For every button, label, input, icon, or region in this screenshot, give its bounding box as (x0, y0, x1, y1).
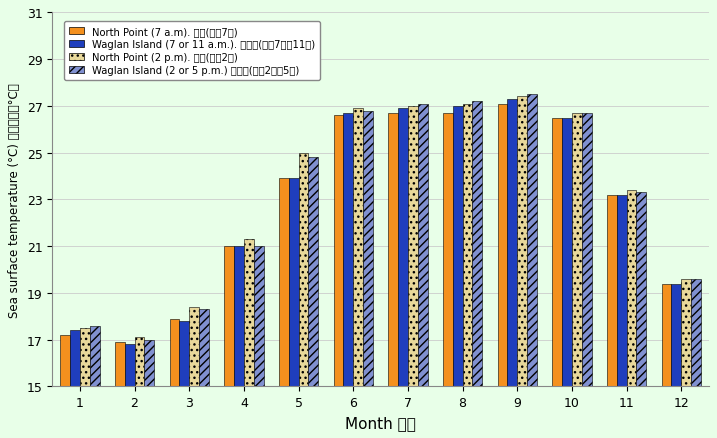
Bar (508, 99, 517, 438)
Bar (189, 307, 199, 438)
Bar (298, 153, 308, 438)
Bar (607, 195, 617, 438)
Bar (691, 279, 701, 438)
Bar (681, 279, 691, 438)
Bar (398, 109, 408, 438)
Bar (199, 310, 209, 438)
Bar (289, 179, 298, 438)
Bar (627, 191, 637, 438)
Y-axis label: Sea surface temperature (°C) 海面溫度（°C）: Sea surface temperature (°C) 海面溫度（°C） (9, 83, 22, 317)
Bar (144, 340, 154, 438)
Bar (572, 113, 581, 438)
Bar (353, 109, 363, 438)
Bar (169, 319, 179, 438)
Bar (388, 113, 398, 438)
Bar (60, 335, 70, 438)
Bar (343, 113, 353, 438)
Bar (224, 247, 234, 438)
Bar (308, 158, 318, 438)
Bar (443, 113, 452, 438)
X-axis label: Month 月份: Month 月份 (345, 415, 416, 430)
Bar (473, 102, 483, 438)
Bar (125, 345, 135, 438)
Bar (418, 104, 427, 438)
Bar (70, 331, 80, 438)
Bar (662, 284, 672, 438)
Bar (135, 338, 144, 438)
Bar (363, 111, 373, 438)
Bar (234, 247, 244, 438)
Bar (637, 193, 646, 438)
Bar (517, 97, 527, 438)
Bar (254, 247, 264, 438)
Bar (672, 284, 681, 438)
Bar (279, 179, 289, 438)
Bar (562, 118, 572, 438)
Bar (408, 106, 418, 438)
Bar (179, 321, 189, 438)
Bar (527, 95, 537, 438)
Bar (462, 104, 473, 438)
Bar (333, 116, 343, 438)
Bar (552, 118, 562, 438)
Bar (115, 342, 125, 438)
Bar (617, 195, 627, 438)
Bar (244, 240, 254, 438)
Bar (498, 104, 508, 438)
Bar (90, 326, 100, 438)
Bar (581, 113, 592, 438)
Bar (80, 328, 90, 438)
Bar (452, 106, 462, 438)
Legend: North Point (7 a.m). 北角(上午7時), Waglan Island (7 or 11 a.m.). 橫琅島(上午7時或11時), Nort: North Point (7 a.m). 北角(上午7時), Waglan Is… (64, 22, 320, 81)
